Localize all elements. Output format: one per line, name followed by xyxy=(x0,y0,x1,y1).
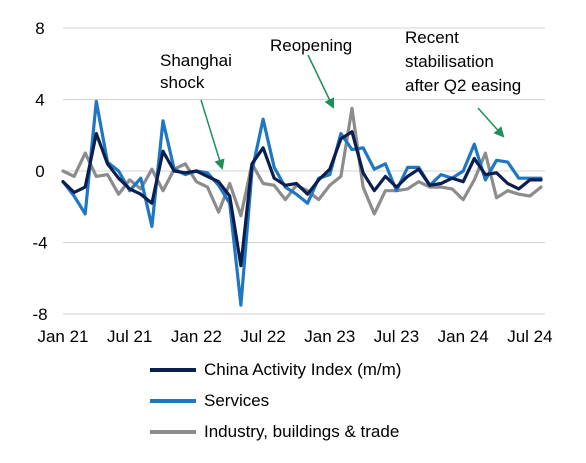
x-tick-label: Jul 23 xyxy=(374,327,419,346)
annotations: Shanghai shock Reopening Recent stabilisatio… xyxy=(160,28,521,95)
series-lines xyxy=(61,99,543,307)
y-tick-label: 0 xyxy=(35,162,44,181)
annotation-text: stabilisation xyxy=(405,52,494,71)
legend-item-industry: Industry, buildings & trade xyxy=(150,416,401,447)
x-tick-label: Jan 21 xyxy=(37,327,88,346)
legend-label-services: Services xyxy=(204,390,270,410)
x-tick-label: Jan 24 xyxy=(438,327,489,346)
annotation-text: Recent xyxy=(405,28,459,47)
legend-item-services: Services xyxy=(150,385,401,416)
x-tick-label: Jul 21 xyxy=(107,327,152,346)
x-tick-label: Jul 24 xyxy=(507,327,552,346)
annotation-text: after Q2 easing xyxy=(405,76,521,95)
gridlines xyxy=(63,27,545,315)
y-tick-label: 8 xyxy=(35,19,44,38)
x-tick-label: Jul 22 xyxy=(240,327,285,346)
y-axis-ticks: 8 4 0 -4 -8 xyxy=(32,19,47,324)
annotation-arrow xyxy=(200,99,225,171)
x-tick-label: Jan 22 xyxy=(171,327,222,346)
legend-label-industry: Industry, buildings & trade xyxy=(204,421,400,441)
y-tick-label: 4 xyxy=(35,91,44,110)
x-tick-label: Jan 23 xyxy=(304,327,355,346)
legend-item-activity-index: China Activity Index (m/m) xyxy=(150,354,401,385)
series-line-services xyxy=(61,99,543,307)
annotation-text: Shanghai xyxy=(160,51,232,70)
x-axis-ticks: Jan 21 Jul 21 Jan 22 Jul 22 Jan 23 Jul 23 Jan … xyxy=(37,327,552,346)
y-tick-label: -8 xyxy=(32,305,47,324)
annotation-text: Reopening xyxy=(270,36,352,55)
annotation-arrow xyxy=(307,54,335,109)
legend-swatch-activity-index xyxy=(150,367,196,372)
legend-swatch-industry xyxy=(150,429,196,434)
legend-label-activity-index: China Activity Index (m/m) xyxy=(204,359,402,379)
series-line-activity-index xyxy=(61,130,543,268)
annotation-arrow xyxy=(477,107,505,138)
legend-swatch-services xyxy=(150,398,196,403)
annotation-arrows xyxy=(200,54,505,171)
y-tick-label: -4 xyxy=(32,234,47,253)
legend: China Activity Index (m/m) Services Indu… xyxy=(150,354,401,447)
annotation-text: shock xyxy=(160,73,205,92)
